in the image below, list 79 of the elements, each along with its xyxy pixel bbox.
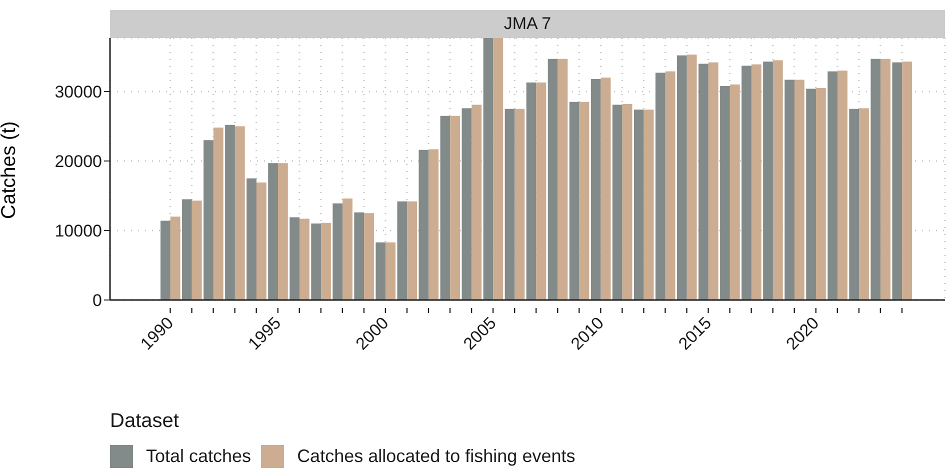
bar [493,38,504,300]
bar [590,79,601,300]
bar [440,116,450,300]
bar [407,201,418,300]
y-axis-title: Catches (t) [0,121,20,219]
bar [536,82,546,300]
bar [838,70,848,300]
bar [772,60,783,300]
bar [720,86,730,300]
bar [880,58,890,300]
bar [386,242,396,300]
bar [859,108,869,300]
bar [742,66,752,300]
bar [483,38,494,300]
bar [708,62,718,300]
y-tick-label: 0 [92,291,102,310]
bar [472,104,482,300]
bar [204,140,214,300]
legend-label: Total catches [146,446,252,467]
bar [655,72,666,300]
bar [342,198,352,300]
bar [160,220,170,300]
bar [698,64,708,300]
bar [290,217,300,300]
chart-title: JMA 7 [110,10,945,38]
bar [676,55,687,300]
bar [548,58,558,300]
y-tick-label: 10000 [54,222,102,241]
bar [730,84,740,300]
bar [892,62,902,300]
bar [182,199,192,300]
bar [849,108,860,300]
bar [558,58,568,300]
bar [634,110,644,300]
bar [504,108,515,300]
bar [462,108,472,300]
bar [397,201,408,300]
bar [828,71,838,300]
bar [321,222,331,300]
bar [902,62,912,300]
bar [225,124,235,300]
bar [192,200,202,300]
bar [870,58,881,300]
bar [514,108,525,300]
bar [332,203,343,300]
bar [300,218,310,300]
bar [526,82,536,300]
bar [428,149,439,300]
bar [644,110,654,300]
bar [354,212,364,300]
bar [794,80,804,300]
legend-title: Dataset [110,410,180,433]
bar [806,88,816,300]
bar [569,102,580,300]
bar [246,178,256,300]
bar [256,182,266,300]
bar [816,88,826,300]
bar [311,224,322,300]
y-tick-label: 30000 [54,82,102,102]
bar [213,128,224,300]
bar [763,62,773,300]
bar [751,64,762,300]
y-tick-label: 20000 [54,152,102,172]
bar [170,216,180,300]
bar [665,71,676,300]
bar [418,150,429,300]
bar [450,116,460,300]
bar [376,242,386,300]
bar [268,163,278,300]
bar [600,78,611,300]
bar [364,213,374,300]
bar [622,104,632,300]
legend-label: Catches allocated to fishing events [297,446,576,467]
bar [784,80,794,300]
bar [234,126,245,300]
bar [686,54,697,300]
bar [579,102,590,300]
bar [278,163,288,300]
bar [612,104,622,300]
